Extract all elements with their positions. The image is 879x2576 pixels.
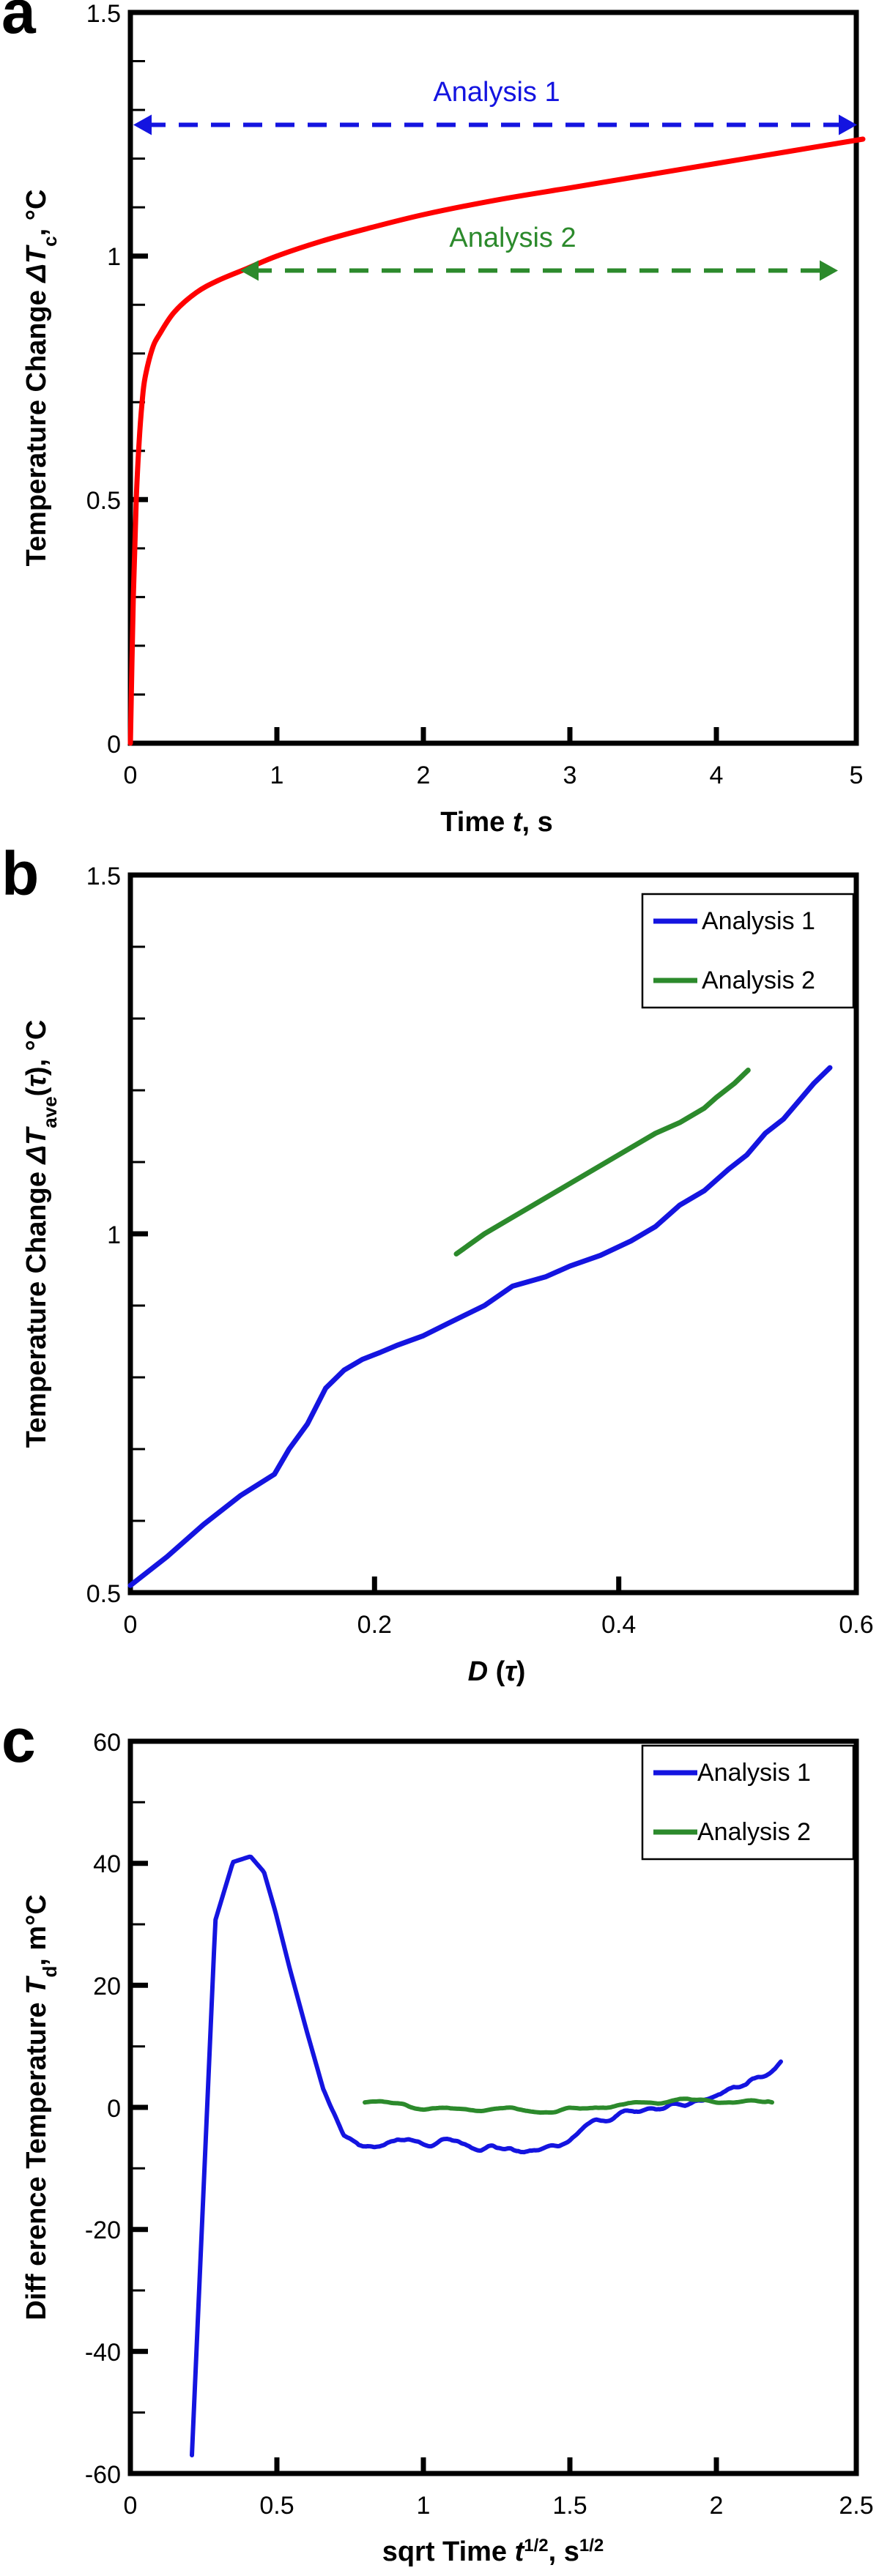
- svg-text:4: 4: [710, 762, 724, 789]
- svg-text:1: 1: [417, 2492, 431, 2520]
- svg-text:5: 5: [850, 762, 864, 789]
- svg-text:0: 0: [107, 2095, 121, 2123]
- svg-text:0: 0: [124, 2492, 138, 2520]
- svg-text:1.5: 1.5: [552, 2492, 587, 2520]
- svg-text:1: 1: [107, 243, 121, 271]
- svg-text:0.5: 0.5: [86, 487, 121, 515]
- svg-text:-40: -40: [85, 2339, 121, 2367]
- svg-text:60: 60: [93, 1729, 121, 1757]
- svg-text:0.5: 0.5: [259, 2492, 294, 2520]
- svg-text:20: 20: [93, 1973, 121, 2000]
- svg-text:Analysis 1: Analysis 1: [697, 1759, 811, 1787]
- svg-text:Analysis 1: Analysis 1: [702, 907, 815, 935]
- svg-text:-60: -60: [85, 2461, 121, 2489]
- svg-text:0.4: 0.4: [601, 1611, 636, 1639]
- svg-text:Analysis 2: Analysis 2: [702, 967, 815, 994]
- svg-text:0.6: 0.6: [839, 1611, 873, 1639]
- svg-text:D (τ): D (τ): [468, 1656, 526, 1687]
- svg-text:0: 0: [124, 1611, 138, 1639]
- svg-text:1: 1: [270, 762, 284, 789]
- svg-text:2: 2: [710, 2492, 724, 2520]
- svg-text:1: 1: [107, 1221, 121, 1249]
- svg-text:2: 2: [417, 762, 431, 789]
- svg-text:a: a: [1, 0, 37, 46]
- svg-text:0: 0: [124, 762, 138, 789]
- svg-text:3: 3: [563, 762, 577, 789]
- svg-text:0.2: 0.2: [357, 1611, 392, 1639]
- svg-text:sqrt Time t1/2, s1/2: sqrt Time t1/2, s1/2: [382, 2536, 604, 2568]
- svg-text:c: c: [1, 1706, 36, 1775]
- svg-text:0.5: 0.5: [86, 1580, 121, 1608]
- svg-text:0: 0: [107, 731, 121, 759]
- svg-text:Analysis 1: Analysis 1: [433, 77, 560, 108]
- svg-text:1.5: 1.5: [86, 863, 121, 890]
- svg-text:-20: -20: [85, 2216, 121, 2244]
- svg-text:Analysis 2: Analysis 2: [697, 1818, 811, 1846]
- svg-text:b: b: [1, 839, 39, 908]
- svg-text:40: 40: [93, 1850, 121, 1878]
- svg-text:2.5: 2.5: [839, 2492, 873, 2520]
- svg-text:Time t, s: Time t, s: [440, 807, 552, 838]
- svg-text:1.5: 1.5: [86, 0, 121, 28]
- svg-text:Analysis 2: Analysis 2: [449, 223, 576, 253]
